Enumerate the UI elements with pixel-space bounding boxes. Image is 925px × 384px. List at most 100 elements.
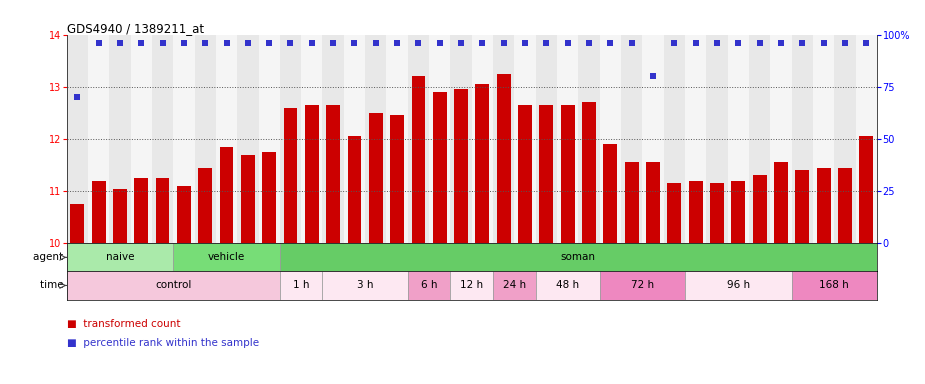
- Point: [198, 40, 213, 46]
- Point: [240, 40, 255, 46]
- Bar: [663, 35, 685, 243]
- Point: [624, 40, 639, 46]
- Bar: [599, 271, 685, 300]
- Bar: [67, 35, 88, 243]
- Point: [177, 40, 191, 46]
- Bar: [813, 35, 834, 243]
- Bar: [130, 35, 152, 243]
- Point: [773, 40, 788, 46]
- Bar: [518, 105, 532, 243]
- Bar: [536, 35, 557, 243]
- Bar: [685, 35, 707, 243]
- Point: [795, 40, 809, 46]
- Point: [603, 40, 618, 46]
- Point: [858, 40, 873, 46]
- Bar: [387, 35, 408, 243]
- Point: [667, 40, 682, 46]
- Bar: [390, 116, 404, 243]
- Bar: [685, 271, 792, 300]
- Bar: [749, 35, 771, 243]
- Bar: [450, 35, 472, 243]
- Point: [92, 40, 106, 46]
- Bar: [834, 35, 856, 243]
- Text: 48 h: 48 h: [556, 280, 579, 290]
- Bar: [365, 35, 387, 243]
- Bar: [408, 35, 429, 243]
- Point: [283, 40, 298, 46]
- Text: 96 h: 96 h: [727, 280, 750, 290]
- Point: [497, 40, 512, 46]
- Point: [518, 40, 533, 46]
- Bar: [856, 35, 877, 243]
- Point: [113, 40, 128, 46]
- Text: naive: naive: [105, 252, 134, 262]
- Text: ■  transformed count: ■ transformed count: [67, 319, 180, 329]
- Text: GDS4940 / 1389211_at: GDS4940 / 1389211_at: [67, 22, 204, 35]
- Bar: [707, 35, 728, 243]
- Text: 72 h: 72 h: [631, 280, 654, 290]
- Point: [475, 40, 490, 46]
- Point: [411, 40, 426, 46]
- Bar: [774, 162, 788, 243]
- Bar: [475, 84, 489, 243]
- Point: [837, 40, 852, 46]
- Point: [752, 40, 767, 46]
- Point: [582, 40, 597, 46]
- Bar: [578, 35, 599, 243]
- Text: 168 h: 168 h: [820, 280, 849, 290]
- Bar: [536, 271, 599, 300]
- Bar: [152, 35, 173, 243]
- Bar: [216, 35, 237, 243]
- Bar: [624, 162, 638, 243]
- Bar: [732, 181, 746, 243]
- Point: [432, 40, 447, 46]
- Point: [688, 40, 703, 46]
- Bar: [817, 168, 831, 243]
- Bar: [771, 35, 792, 243]
- Point: [155, 40, 170, 46]
- Text: time: time: [40, 280, 67, 290]
- Bar: [92, 181, 105, 243]
- Bar: [348, 136, 362, 243]
- Bar: [728, 35, 749, 243]
- Bar: [173, 243, 280, 271]
- Bar: [603, 144, 617, 243]
- Bar: [493, 35, 514, 243]
- Bar: [646, 162, 660, 243]
- Point: [262, 40, 277, 46]
- Point: [219, 40, 234, 46]
- Bar: [280, 35, 302, 243]
- Bar: [280, 271, 323, 300]
- Bar: [70, 204, 84, 243]
- Text: control: control: [155, 280, 191, 290]
- Bar: [323, 271, 408, 300]
- Bar: [327, 105, 340, 243]
- Point: [70, 94, 85, 100]
- Point: [646, 73, 660, 79]
- Bar: [67, 243, 173, 271]
- Bar: [433, 92, 447, 243]
- Text: soman: soman: [561, 252, 596, 262]
- Text: 3 h: 3 h: [357, 280, 374, 290]
- Bar: [194, 35, 216, 243]
- Bar: [514, 35, 536, 243]
- Bar: [621, 35, 642, 243]
- Bar: [284, 108, 298, 243]
- Bar: [173, 35, 194, 243]
- Bar: [753, 175, 767, 243]
- Point: [304, 40, 319, 46]
- Point: [539, 40, 554, 46]
- Bar: [796, 170, 809, 243]
- Bar: [155, 178, 169, 243]
- Bar: [305, 105, 319, 243]
- Bar: [219, 147, 233, 243]
- Point: [731, 40, 746, 46]
- Point: [389, 40, 404, 46]
- Text: 6 h: 6 h: [421, 280, 438, 290]
- Bar: [369, 113, 383, 243]
- Text: vehicle: vehicle: [208, 252, 245, 262]
- Bar: [539, 105, 553, 243]
- Bar: [67, 271, 280, 300]
- Text: agent: agent: [33, 252, 67, 262]
- Bar: [344, 35, 365, 243]
